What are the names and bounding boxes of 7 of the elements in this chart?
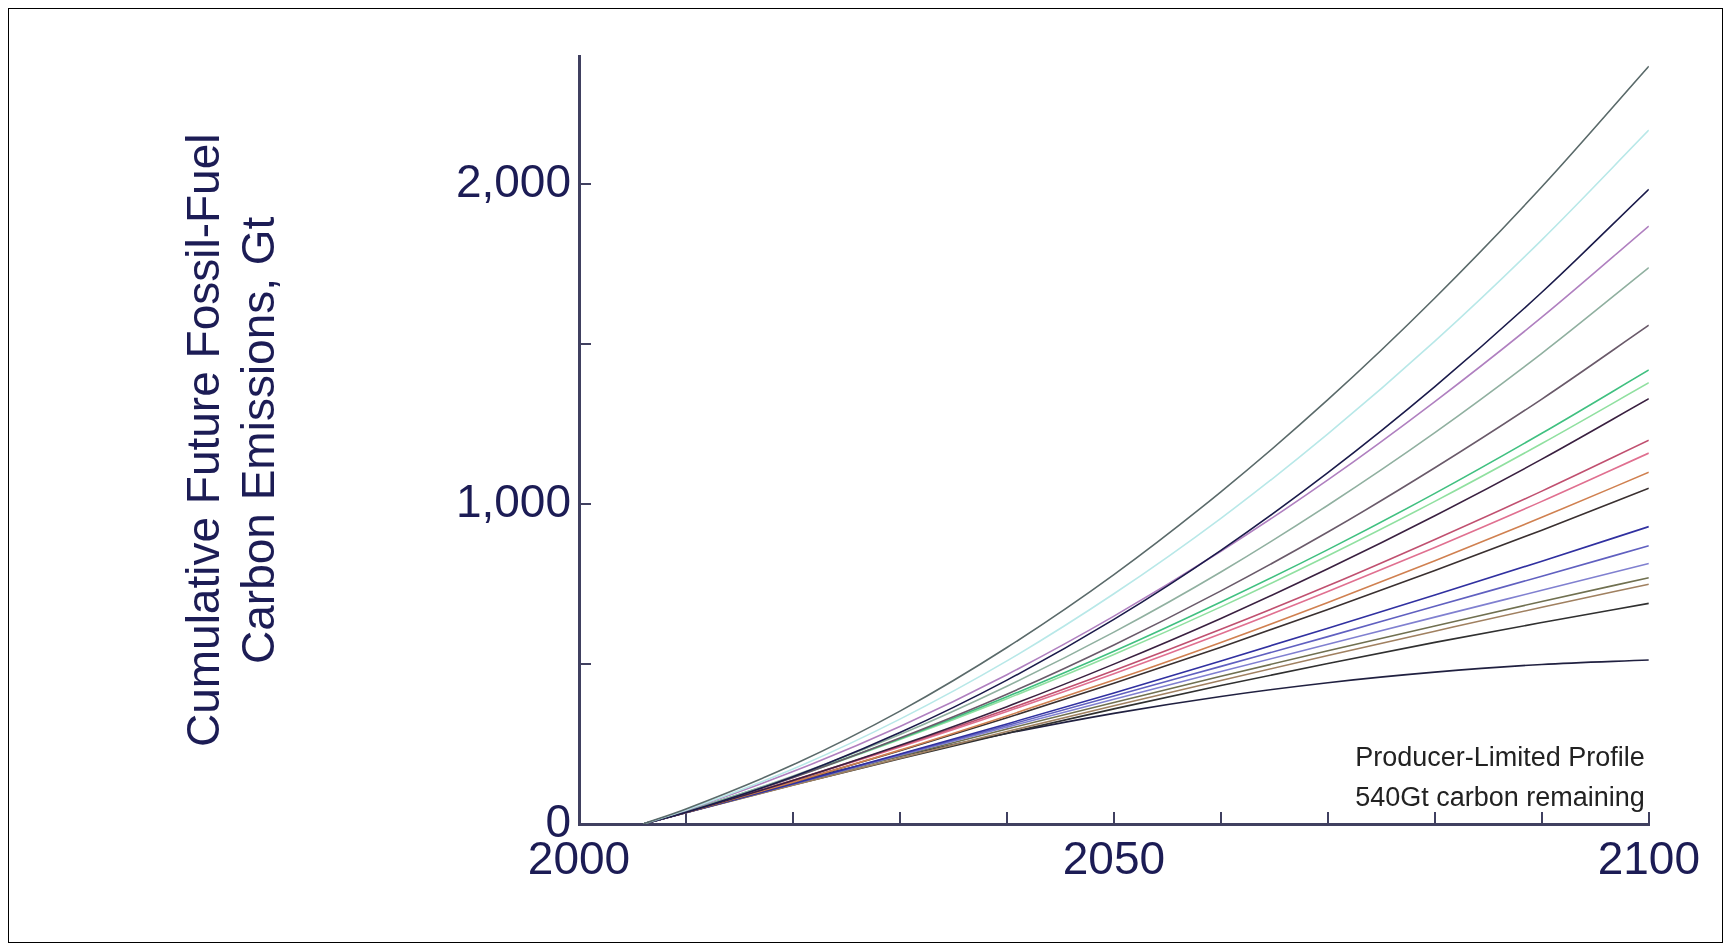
annotation: 540Gt carbon remaining: [1355, 782, 1645, 812]
x-tick-label: 2100: [1597, 832, 1701, 885]
x-tick-label: 2050: [1062, 832, 1166, 885]
y-tick-label: 2,000: [455, 155, 571, 208]
annotation: Producer-Limited Profile: [1355, 742, 1645, 772]
y-tick-label: 1,000: [455, 474, 571, 527]
y-axis-title: Cumulative Future Fossil-Fuel Carbon Emissions, Gt: [177, 133, 285, 748]
